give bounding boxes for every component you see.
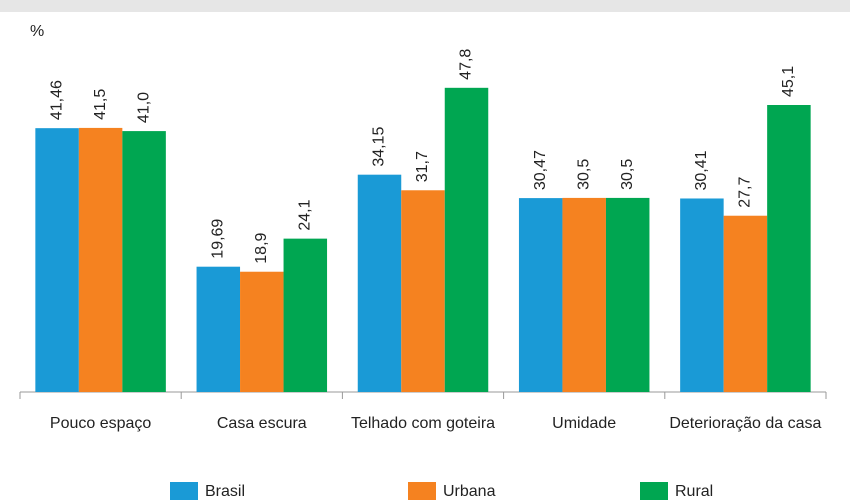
bar [196,266,241,392]
bar [401,190,445,392]
x-tick-label: Deterioração da casa [669,415,821,432]
bar [680,198,724,392]
legend-label: Brasil [205,483,245,500]
x-tick-label: Casa escura [217,415,307,432]
bar [444,87,489,393]
bar [562,197,606,392]
legend-label: Rural [675,483,713,500]
bar [240,271,284,392]
y-axis-label: % [30,23,44,40]
bar [78,127,123,392]
value-label: 30,5 [575,159,592,190]
value-label: 30,41 [693,150,710,190]
x-tick-label: Umidade [552,415,616,432]
value-label: 24,1 [297,199,314,230]
legend-swatch [408,482,436,500]
value-label: 31,7 [414,151,431,182]
value-label: 27,7 [737,176,754,207]
value-label: 18,9 [253,232,270,263]
value-label: 30,47 [532,150,549,190]
legend-label: Urbana [443,483,496,500]
value-label: 47,8 [458,49,475,80]
bar [723,215,768,392]
bar [122,131,166,392]
bar [283,238,328,392]
value-label: 34,15 [371,127,388,167]
value-label: 19,69 [210,219,227,259]
legend-swatch [640,482,668,500]
title-strip [0,0,850,12]
bar [605,197,650,392]
value-label: 30,5 [619,159,636,190]
bar [35,128,79,392]
bar [518,198,563,392]
x-tick-label: Pouco espaço [50,415,152,432]
x-tick-label: Telhado com goteira [351,415,495,432]
value-label: 41,46 [48,80,65,120]
legend-swatch [170,482,198,500]
value-label: 45,1 [780,66,797,97]
value-label: 41,5 [92,89,109,120]
bar [767,105,811,392]
bar [357,174,402,392]
value-label: 41,0 [135,92,152,123]
